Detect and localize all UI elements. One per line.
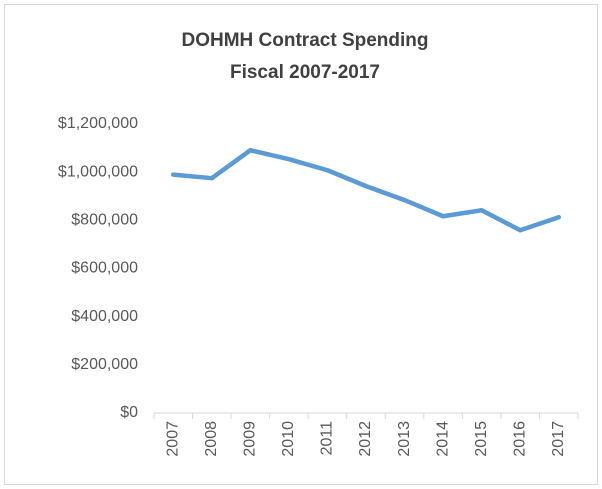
x-tick-label: 2007 [164, 421, 181, 457]
chart-title: DOHMH Contract Spending [182, 30, 429, 51]
x-tick-label: 2008 [203, 421, 220, 457]
y-tick-label: $1,200,000 [58, 115, 138, 132]
data-line [171, 148, 561, 233]
y-tick-label: $800,000 [71, 212, 138, 229]
y-tick-label: $200,000 [71, 356, 138, 373]
x-tick-label: 2013 [396, 421, 413, 457]
x-tick-label: 2011 [319, 421, 336, 456]
chart-border [4, 4, 598, 485]
y-tick-label: $600,000 [71, 260, 138, 277]
y-tick-label: $0 [120, 404, 138, 421]
x-tick-label: 2015 [473, 421, 490, 457]
chart-title: Fiscal 2007-2017 [230, 62, 380, 83]
x-tick-label: 2017 [550, 421, 567, 457]
y-tick-label: $400,000 [71, 308, 138, 325]
y-tick-label: $1,000,000 [58, 163, 138, 180]
x-tick-label: 2010 [280, 421, 297, 457]
x-tick-label: 2016 [511, 421, 528, 457]
x-tick-label: 2009 [242, 421, 259, 457]
x-tick-label: 2014 [434, 421, 451, 457]
x-tick-label: 2012 [357, 421, 374, 457]
